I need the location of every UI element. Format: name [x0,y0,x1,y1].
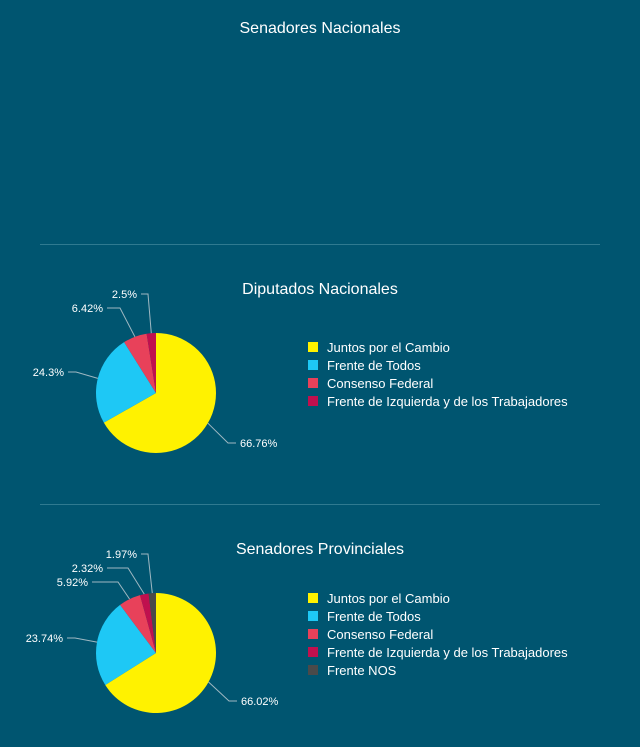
legend-diputados-nacionales: Juntos por el Cambio Frente de Todos Conse… [308,338,568,410]
pie-slice-frente-de-todos [95,604,156,686]
legend-swatch [308,611,318,621]
pie-slice-frente-de-izquierda-y-de-los-trabajadores [140,593,156,653]
legend-item-frente-de-izquierda-y-de-los-trabajadores[interactable]: Frente de Izquierda y de los Trabajadore… [308,392,568,410]
legend-swatch [308,665,318,675]
legend-item-frente-de-todos[interactable]: Frente de Todos [308,607,568,625]
legend-swatch [308,593,318,603]
legend-senadores-provinciales: Juntos por el Cambio Frente de Todos Conse… [308,589,568,679]
legend-label: Consenso Federal [327,626,434,642]
chart-title-diputados-nacionales: Diputados Nacionales [242,281,398,298]
legend-item-juntos-por-el-cambio[interactable]: Juntos por el Cambio [308,338,568,356]
label-connector [67,637,98,643]
pie-slice-consenso-federal [124,333,156,393]
legend-swatch [308,360,318,370]
data-label: 6.42% [72,303,103,315]
pie-slice-frente-nos [148,593,156,653]
chart-title-senadores-provinciales: Senadores Provinciales [235,541,405,558]
legend-label: Frente de Izquierda y de los Trabajadore… [327,393,568,409]
divider [40,504,600,505]
pie-slice-juntos-por-el-cambio [105,593,216,713]
pie-slice-frente-de-todos [96,342,156,423]
section-title-senadores-nacionales: Senadores Nacionales [239,20,401,37]
legend-label: Frente NOS [327,662,397,678]
data-label: 66.02% [241,696,279,708]
data-label: 5.92% [57,577,88,589]
data-label: 2.32% [72,563,103,575]
label-connector [107,567,145,595]
pie-chart-diputados-nacionales: 66.76% 24.3% 6.42% 2.5% [33,289,278,453]
divider [40,244,600,245]
pie-chart-senadores-provinciales: 66.02% 23.74% 5.92% 2.32%1.97% [26,549,279,713]
data-label: 2.5% [112,289,137,301]
legend-item-frente-de-todos[interactable]: Frente de Todos [308,356,568,374]
pie-slice-frente-de-izquierda-y-de-los-trabajadores [146,333,156,393]
legend-label: Frente de Todos [327,357,421,373]
legend-label: Frente de Todos [327,608,421,624]
pie-slice-consenso-federal [120,595,156,653]
label-connector [208,681,237,702]
label-connector [207,422,236,444]
legend-swatch [308,378,318,388]
legend-swatch [308,396,318,406]
data-label: 23.74% [26,633,64,645]
pie-slice-juntos-por-el-cambio [103,333,216,453]
legend-swatch [308,629,318,639]
data-label: 66.76% [240,438,278,450]
legend-item-consenso-federal[interactable]: Consenso Federal [308,625,568,643]
label-connector [107,307,136,338]
legend-swatch [308,342,318,352]
legend-item-frente-de-izquierda-y-de-los-trabajadores[interactable]: Frente de Izquierda y de los Trabajadore… [308,643,568,661]
legend-label: Juntos por el Cambio [327,590,450,606]
label-connector [68,371,98,379]
data-label: 24.3% [33,367,64,379]
legend-label: Juntos por el Cambio [327,339,450,355]
label-connector [141,293,152,334]
legend-label: Consenso Federal [327,375,434,391]
legend-label: Frente de Izquierda y de los Trabajadore… [327,644,568,660]
legend-item-consenso-federal[interactable]: Consenso Federal [308,374,568,392]
data-label: 1.97% [106,549,137,561]
label-connector [141,553,153,594]
legend-swatch [308,647,318,657]
legend-item-juntos-por-el-cambio[interactable]: Juntos por el Cambio [308,589,568,607]
label-connector [92,581,131,600]
legend-item-frente-nos[interactable]: Frente NOS [308,661,568,679]
